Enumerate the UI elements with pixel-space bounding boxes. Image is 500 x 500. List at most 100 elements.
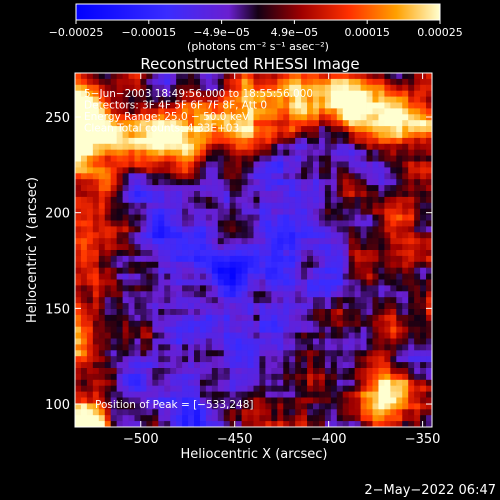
heatmap-cell [229, 309, 237, 316]
heatmap-cell [116, 362, 123, 369]
heatmap-cell [146, 208, 153, 215]
heatmap-cell [307, 373, 314, 381]
heatmap-cell [146, 356, 153, 363]
heatmap-cell [277, 196, 284, 204]
heatmap-cell [229, 84, 237, 92]
heatmap-cell [146, 314, 153, 322]
heatmap-cell [98, 232, 106, 239]
heatmap-cell [158, 415, 165, 422]
heatmap-cell [182, 255, 189, 263]
heatmap-cell [164, 356, 171, 363]
heatmap-cell [75, 73, 82, 80]
heatmap-cell [366, 344, 373, 351]
heatmap-cell [80, 208, 88, 215]
heatmap-cell [277, 273, 284, 280]
heatmap-cell [402, 273, 409, 280]
heatmap-cell [98, 202, 106, 210]
heatmap-cell [98, 344, 106, 351]
heatmap-cell [295, 173, 302, 180]
heatmap-cell [336, 303, 344, 310]
heatmap-cell [158, 173, 165, 180]
heatmap-cell [164, 179, 171, 186]
heatmap-cell [396, 137, 403, 145]
heatmap-cell [223, 73, 231, 80]
heatmap-cell [86, 226, 94, 233]
heatmap-cell [176, 149, 183, 156]
heatmap-cell [146, 185, 153, 192]
heatmap-cell [265, 114, 272, 121]
heatmap-cell [176, 196, 183, 204]
heatmap-cell [384, 185, 391, 192]
heatmap-cell [366, 356, 373, 363]
heatmap-cell [408, 309, 415, 316]
heatmap-cell [324, 285, 332, 292]
heatmap-cell [318, 421, 326, 428]
heatmap-cell [342, 314, 350, 322]
heatmap-cell [390, 320, 397, 328]
heatmap-cell [92, 202, 100, 210]
heatmap-cell [104, 297, 112, 304]
heatmap-cell [318, 261, 326, 269]
heatmap-cell [134, 90, 141, 97]
heatmap-cell [140, 173, 147, 180]
heatmap-cell [182, 84, 189, 92]
heatmap-cell [140, 149, 147, 156]
heatmap-cell [110, 114, 118, 121]
heatmap-cell [188, 291, 195, 298]
heatmap-cell [194, 409, 201, 416]
heatmap-cell [152, 96, 159, 103]
heatmap-cell [116, 314, 123, 322]
heatmap-cell [295, 179, 302, 186]
heatmap-cell [324, 279, 332, 286]
heatmap-cell [420, 368, 427, 375]
heatmap-cell [158, 291, 165, 298]
heatmap-cell [110, 397, 118, 404]
heatmap-cell [128, 273, 135, 280]
heatmap-cell [336, 196, 344, 204]
heatmap-cell [92, 285, 100, 292]
heatmap-cell [366, 161, 373, 168]
heatmap-cell [426, 314, 433, 322]
heatmap-cell [205, 391, 213, 398]
heatmap-cell [283, 255, 290, 263]
heatmap-cell [146, 279, 153, 286]
heatmap-cell [301, 108, 308, 115]
heatmap-cell [158, 143, 165, 151]
heatmap-cell [420, 314, 427, 322]
heatmap-cell [152, 137, 159, 145]
heatmap-cell [271, 373, 278, 381]
heatmap-cell [110, 379, 118, 387]
heatmap-cell [307, 108, 314, 115]
heatmap-cell [277, 350, 284, 357]
heatmap-cell [414, 344, 421, 351]
heatmap-cell [372, 368, 379, 375]
heatmap-cell [348, 120, 356, 127]
heatmap-cell [414, 314, 421, 322]
heatmap-cell [92, 267, 100, 274]
heatmap-cell [360, 403, 367, 410]
heatmap-cell [98, 137, 106, 145]
heatmap-cell [313, 185, 320, 192]
heatmap-cell [188, 202, 195, 210]
heatmap-cell [324, 149, 332, 156]
heatmap-cell [134, 368, 141, 375]
heatmap-cell [330, 279, 338, 286]
heatmap-cell [384, 326, 391, 333]
heatmap-cell [80, 137, 88, 145]
heatmap-cell [265, 261, 272, 269]
heatmap-cell [116, 96, 123, 103]
heatmap-cell [176, 309, 183, 316]
heatmap-cell [271, 155, 278, 162]
heatmap-cell [277, 326, 284, 333]
heatmap-cell [188, 267, 195, 274]
heatmap-cell [360, 415, 367, 422]
heatmap-cell [164, 297, 171, 304]
heatmap-cell [152, 196, 159, 204]
heatmap-cell [336, 149, 344, 156]
heatmap-cell [199, 202, 207, 210]
heatmap-cell [396, 250, 403, 257]
heatmap-cell [324, 297, 332, 304]
heatmap-cell [241, 84, 248, 92]
heatmap-cell [140, 373, 147, 381]
heatmap-cell [277, 285, 284, 292]
